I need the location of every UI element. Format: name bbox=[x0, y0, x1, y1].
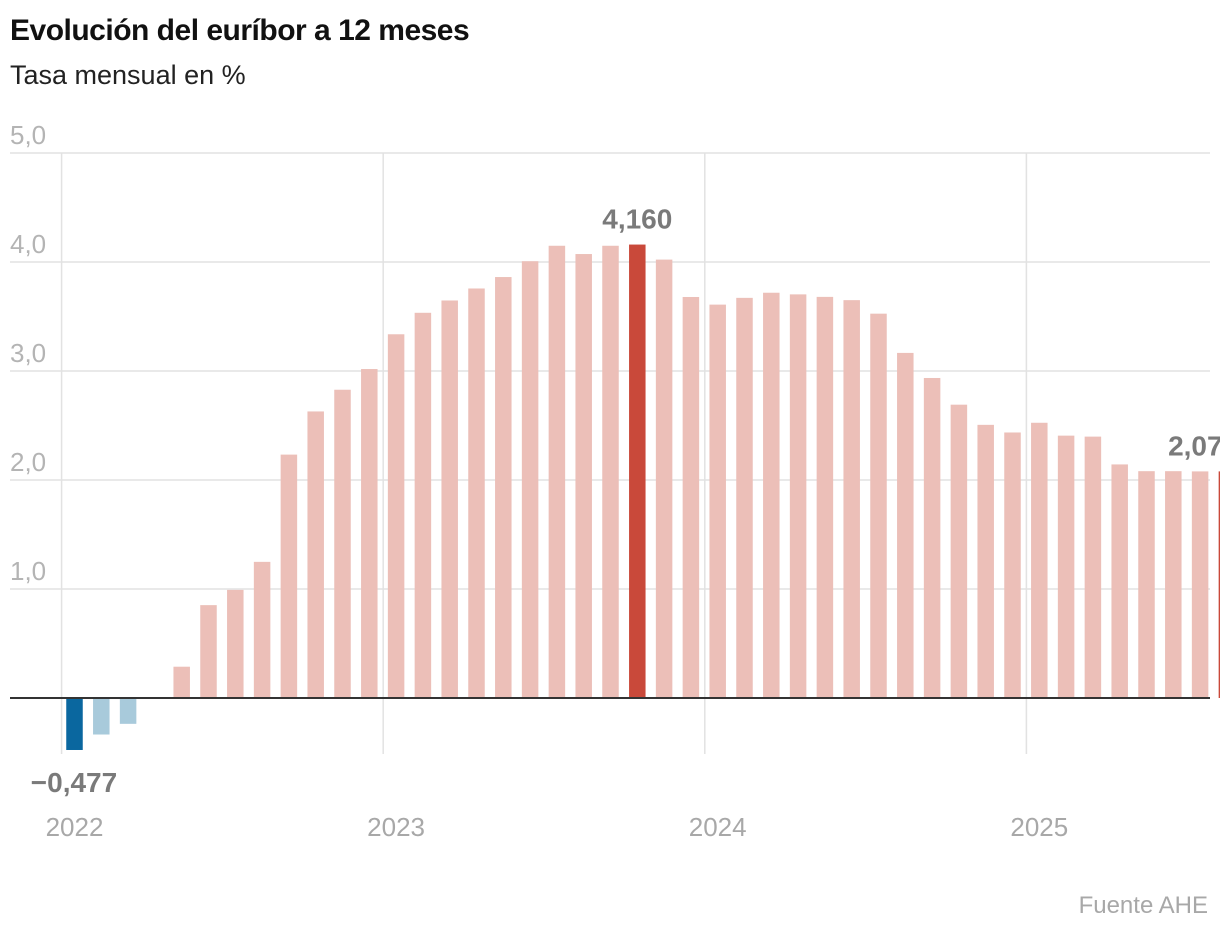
y-tick-label: 1,0 bbox=[10, 556, 46, 586]
axis-layer: 1,0 2,0 3,0 4,0 5,0 2022 2023 2024 2025 bbox=[10, 120, 1210, 842]
bar-2024-07 bbox=[870, 313, 887, 698]
bar-2022-06 bbox=[200, 605, 217, 698]
bar-2024-03 bbox=[763, 292, 780, 698]
bar-2024-04 bbox=[789, 294, 807, 698]
bar-2023-11 bbox=[655, 259, 673, 698]
data-label: −0,477 bbox=[31, 767, 117, 798]
bar-2025-04 bbox=[1111, 464, 1128, 698]
bar-2022-01 bbox=[66, 698, 83, 750]
x-tick-label: 2022 bbox=[46, 812, 104, 842]
bar-2022-07 bbox=[227, 589, 244, 698]
bar-2022-10 bbox=[307, 411, 324, 698]
bar-2025-01 bbox=[1031, 422, 1048, 698]
bar-2024-01 bbox=[709, 304, 726, 698]
bar-2022-12 bbox=[361, 369, 378, 698]
y-tick-label: 2,0 bbox=[10, 447, 46, 477]
bar-2023-01 bbox=[387, 334, 405, 698]
bar-2025-08 bbox=[1218, 471, 1220, 698]
bar-2023-10 bbox=[629, 244, 646, 698]
chart-title: Evolución del euríbor a 12 meses bbox=[10, 14, 470, 47]
bar-2025-06 bbox=[1165, 471, 1182, 698]
x-tick-label: 2024 bbox=[689, 812, 747, 842]
bar-2023-09 bbox=[602, 245, 619, 698]
bar-2022-03 bbox=[119, 698, 137, 724]
bar-2023-04 bbox=[468, 288, 485, 698]
bar-2023-08 bbox=[575, 254, 592, 698]
bar-2022-02 bbox=[93, 698, 110, 735]
data-label: 4,160 bbox=[602, 204, 672, 235]
bar-2024-10 bbox=[950, 404, 968, 698]
bar-2024-02 bbox=[736, 297, 753, 698]
bar-2023-12 bbox=[682, 296, 700, 698]
bar-2024-12 bbox=[1004, 432, 1021, 698]
x-tick-label: 2025 bbox=[1010, 812, 1068, 842]
y-tick-label: 3,0 bbox=[10, 338, 46, 368]
bars-layer bbox=[66, 244, 1220, 750]
bar-2022-05 bbox=[173, 666, 190, 698]
bar-2024-11 bbox=[977, 424, 994, 698]
y-tick-label: 5,0 bbox=[10, 120, 46, 150]
bar-2023-05 bbox=[495, 277, 512, 698]
bar-2024-06 bbox=[843, 300, 860, 698]
labels-layer: −0,477 4,160 2,079 bbox=[31, 204, 1220, 798]
bar-2022-09 bbox=[280, 454, 298, 698]
data-label: 2,079 bbox=[1168, 430, 1220, 461]
bar-2024-09 bbox=[923, 377, 941, 698]
bar-2024-05 bbox=[816, 296, 834, 698]
bar-2023-03 bbox=[441, 300, 458, 698]
bar-2023-06 bbox=[521, 261, 539, 698]
chart-subtitle: Tasa mensual en % bbox=[10, 60, 246, 90]
bar-2022-11 bbox=[334, 389, 351, 698]
bar-2022-08 bbox=[253, 561, 271, 698]
bar-2025-02 bbox=[1057, 435, 1075, 698]
bar-2025-03 bbox=[1084, 436, 1102, 698]
bar-2024-08 bbox=[897, 352, 914, 698]
bar-2025-05 bbox=[1138, 471, 1155, 698]
bar-2023-02 bbox=[414, 312, 432, 698]
bar-2025-07 bbox=[1191, 471, 1209, 698]
source-note: Fuente AHE bbox=[1078, 892, 1208, 919]
x-tick-label: 2023 bbox=[367, 812, 425, 842]
y-tick-label: 4,0 bbox=[10, 229, 46, 259]
bar-2023-07 bbox=[548, 245, 566, 698]
